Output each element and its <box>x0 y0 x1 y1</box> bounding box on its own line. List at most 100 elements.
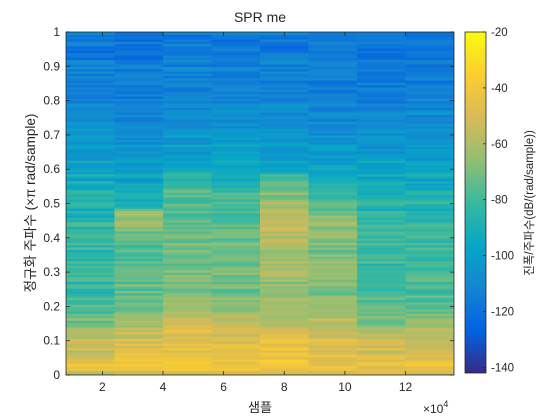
heatmap-cell <box>211 244 261 248</box>
heatmap-cell <box>211 77 261 81</box>
heatmap-cell <box>357 171 407 175</box>
heatmap-cell <box>114 347 164 351</box>
heatmap-cell <box>357 333 407 337</box>
heatmap-cell <box>211 68 261 72</box>
heatmap-cell <box>260 114 310 118</box>
heatmap-cell <box>66 176 116 179</box>
heatmap-cell <box>114 354 164 358</box>
heatmap-cell <box>260 116 310 120</box>
heatmap-cell <box>357 54 407 58</box>
heatmap-cell <box>405 358 454 362</box>
heatmap-cell <box>114 256 164 259</box>
heatmap-cell <box>405 260 454 264</box>
heatmap-cell <box>163 205 213 209</box>
heatmap-cell <box>405 331 454 335</box>
heatmap-cell <box>405 50 454 54</box>
heatmap-cell <box>308 169 358 173</box>
heatmap-cell <box>357 96 407 99</box>
heatmap-cell <box>308 171 358 175</box>
heatmap-cell <box>405 299 454 303</box>
heatmap-cell <box>66 36 116 40</box>
heatmap-cell <box>66 157 116 161</box>
heatmap-cell <box>260 276 310 280</box>
heatmap-cell <box>66 150 116 154</box>
heatmap-cell <box>260 267 310 271</box>
heatmap-cell <box>260 235 310 239</box>
heatmap-cell <box>308 166 358 170</box>
heatmap-cell <box>163 288 213 291</box>
heatmap-cell <box>357 329 407 333</box>
y-tick-label: 0.6 <box>43 162 60 176</box>
heatmap-cell <box>357 118 407 122</box>
heatmap-cell <box>308 194 358 198</box>
chart-title: SPR me <box>234 9 286 25</box>
heatmap-cell <box>66 370 116 374</box>
heatmap-cell <box>114 304 164 307</box>
heatmap-cell <box>405 155 454 159</box>
heatmap-cell <box>308 148 358 152</box>
heatmap-cell <box>260 292 310 296</box>
heatmap-cell <box>211 212 261 216</box>
heatmap-cell <box>308 32 358 35</box>
heatmap-cell <box>114 171 164 175</box>
heatmap-cell <box>405 171 454 175</box>
heatmap-cell <box>66 304 116 307</box>
heatmap-cell <box>308 132 358 136</box>
heatmap-cell <box>114 125 164 129</box>
heatmap-cell <box>260 80 310 83</box>
heatmap-cell <box>211 230 261 234</box>
heatmap-cell <box>308 157 358 161</box>
heatmap-cell <box>260 141 310 145</box>
heatmap-cell <box>66 260 116 264</box>
heatmap-cell <box>357 91 407 95</box>
heatmap-cell <box>163 34 213 38</box>
heatmap-cell <box>114 70 164 74</box>
x-axis-exponent: ×104 <box>423 399 448 416</box>
heatmap-cell <box>260 192 310 195</box>
heatmap-cell <box>114 32 164 35</box>
heatmap-cell <box>114 123 164 127</box>
heatmap-cell <box>308 96 358 99</box>
heatmap-cell <box>66 322 116 326</box>
heatmap-cell <box>163 61 213 65</box>
heatmap-cell <box>357 240 407 243</box>
heatmap-cell <box>114 130 164 134</box>
heatmap-cell <box>66 61 116 65</box>
heatmap-cell <box>114 57 164 61</box>
heatmap-cell <box>357 354 407 358</box>
heatmap-cell <box>357 86 407 90</box>
heatmap-cell <box>66 283 116 287</box>
heatmap-cell <box>357 180 407 184</box>
heatmap-cell <box>308 36 358 40</box>
heatmap-cell <box>163 70 213 74</box>
heatmap-cell <box>114 153 164 157</box>
heatmap-cell <box>114 201 164 205</box>
heatmap-cell <box>405 224 454 227</box>
heatmap-cell <box>308 224 358 227</box>
heatmap-cell <box>211 84 261 88</box>
heatmap-cell <box>163 214 213 218</box>
heatmap-cell <box>405 347 454 351</box>
heatmap-cell <box>405 132 454 136</box>
heatmap-cell <box>405 274 454 278</box>
heatmap-cell <box>405 201 454 205</box>
heatmap-cell <box>357 224 407 227</box>
heatmap-cell <box>66 194 116 198</box>
heatmap-cell <box>211 160 261 163</box>
heatmap-cell <box>211 132 261 136</box>
heatmap-cell <box>114 338 164 342</box>
heatmap-cell <box>260 242 310 246</box>
heatmap-cell <box>66 82 116 86</box>
heatmap-cell <box>308 214 358 218</box>
heatmap-cell <box>260 326 310 330</box>
heatmap-cell <box>405 125 454 129</box>
heatmap-cell <box>66 317 116 321</box>
heatmap-cell <box>114 194 164 198</box>
x-axis: 2 4 6 8 10 12 <box>99 32 412 394</box>
heatmap-cell <box>260 105 310 109</box>
heatmap-cell <box>211 329 261 333</box>
heatmap-cell <box>66 102 116 106</box>
heatmap-cell <box>114 157 164 161</box>
heatmap-cell <box>114 235 164 239</box>
heatmap-cell <box>357 169 407 173</box>
